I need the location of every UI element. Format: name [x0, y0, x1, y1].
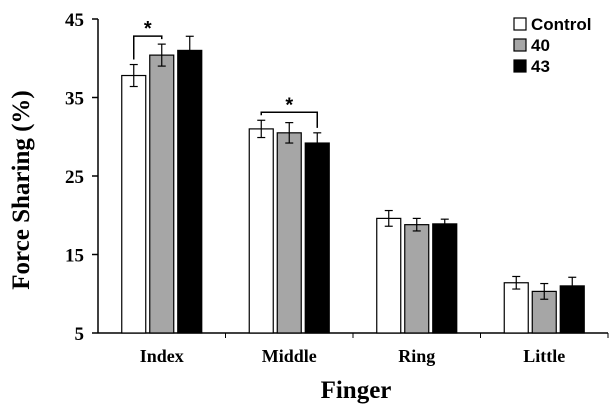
bar-control-little [503, 282, 529, 334]
bar-40-index [149, 54, 175, 334]
legend-swatch-43 [513, 59, 527, 73]
legend-swatch-control [513, 17, 527, 31]
y-tick-label: 45 [65, 10, 84, 31]
bar-43-middle [304, 142, 330, 334]
y-tick-label: 15 [65, 246, 84, 267]
legend: Control 40 43 [513, 15, 591, 76]
significance-star: * [144, 18, 152, 40]
bar-control-ring [376, 217, 402, 334]
y-tick-label: 25 [65, 167, 84, 188]
bar-40-ring [404, 224, 430, 334]
significance-star: * [285, 94, 293, 116]
bar-control-index [121, 74, 147, 334]
bar-43-index [177, 49, 203, 334]
bar-control-middle [248, 128, 274, 334]
x-tick-label: Little [523, 346, 565, 366]
x-tick-label: Index [140, 346, 184, 366]
significance-annotations: ** [133, 18, 318, 128]
x-tick-label: Ring [398, 346, 435, 366]
x-tick-label: Middle [262, 346, 317, 366]
bars [121, 35, 585, 334]
legend-label-control: Control [531, 15, 591, 34]
x-axis: Index Middle Ring Little [98, 332, 609, 366]
y-axis: 5 15 25 35 45 [65, 10, 99, 345]
significance-bracket [260, 111, 318, 128]
y-tick-label: 5 [75, 324, 85, 345]
legend-label-43: 43 [531, 57, 550, 76]
x-axis-title: Finger [321, 377, 392, 404]
bar-40-middle [276, 132, 302, 334]
legend-swatch-40 [513, 38, 527, 52]
legend-label-40: 40 [531, 36, 550, 55]
y-tick-label: 35 [65, 89, 84, 110]
bar-43-ring [432, 223, 458, 334]
y-axis-title: Force Sharing (%) [8, 90, 35, 290]
significance-bracket [133, 35, 163, 60]
